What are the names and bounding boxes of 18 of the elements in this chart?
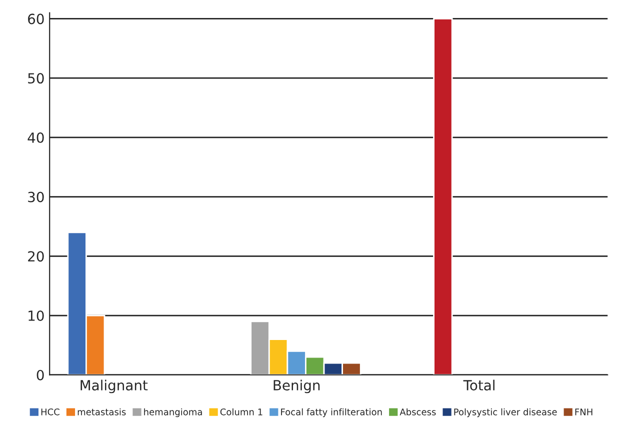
y-tick-label: 10 <box>28 310 44 321</box>
y-tick-label: 40 <box>28 132 44 143</box>
x-tick-label: Malignant <box>80 380 148 394</box>
legend-label: FNH <box>575 408 592 416</box>
y-tick-label: 60 <box>28 14 44 24</box>
legend-label: hemangioma <box>144 408 202 418</box>
legend-label: Polysystic liver disease <box>454 408 557 418</box>
legend-label: metastasis <box>78 408 126 416</box>
legend-label: Abscess <box>400 408 436 416</box>
legend-label: Focal fatty infilteration <box>281 408 382 418</box>
y-tick-label: 20 <box>28 251 44 262</box>
legend-label: HCC <box>41 408 60 416</box>
legend-label: Column 1 <box>220 408 262 416</box>
y-tick-label: 0 <box>36 370 44 380</box>
y-tick-label: 50 <box>28 73 44 84</box>
x-tick-label: Total <box>463 380 494 390</box>
x-tick-label: Benign <box>274 380 320 394</box>
y-tick-label: 30 <box>28 192 44 202</box>
